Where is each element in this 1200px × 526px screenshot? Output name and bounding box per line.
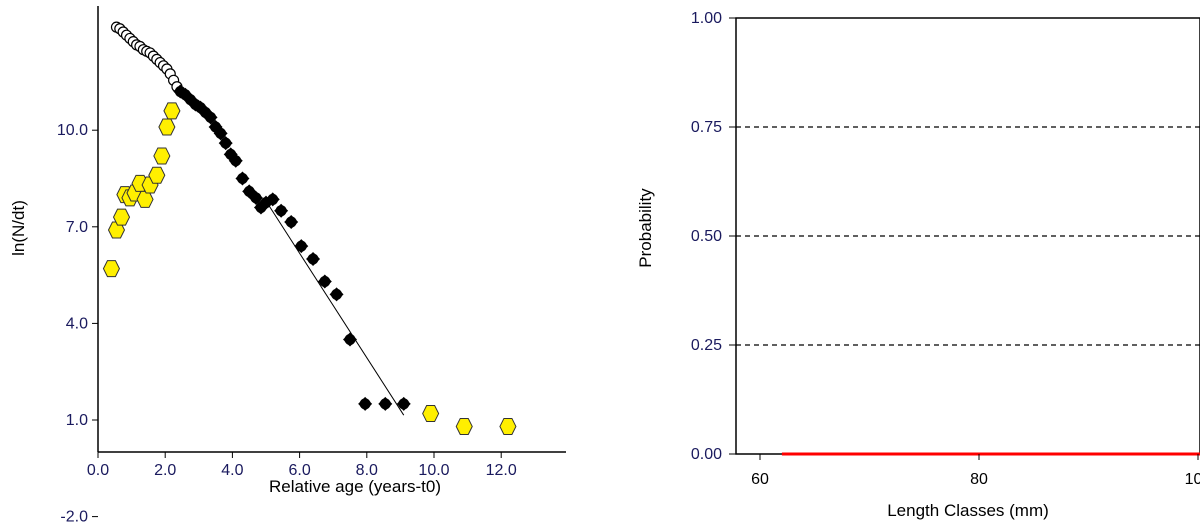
filled-point-core [230, 155, 242, 167]
left-y-axis-title: ln(N/dt) [9, 200, 28, 256]
catch-curve-chart: 0.0 2.0 4.0 6.0 8.0 10.0 12.0 -2.0 1.0 4.0 7.0 10.0… [9, 6, 566, 526]
yellow-diamond-point [136, 190, 154, 208]
filled-point-core [398, 398, 410, 410]
filled-point-core [295, 240, 307, 252]
left-y-tick-label: 7.0 [66, 219, 88, 236]
yellow-diamond-point [102, 260, 120, 278]
right-y-tick-label: 1.00 [691, 10, 722, 27]
left-x-tick-label: 2.0 [154, 462, 176, 479]
yellow-diamond-point [499, 417, 517, 435]
filled-point-core [319, 276, 331, 288]
filled-point-core [236, 173, 248, 184]
filled-point-core [379, 398, 391, 410]
regression-line [265, 200, 405, 416]
left-y-tick-label: 10.0 [57, 122, 88, 139]
filled-point-core [215, 127, 227, 139]
left-x-tick-label: 12.0 [486, 462, 517, 479]
right-y-tick-label: 0.75 [691, 119, 722, 136]
filled-point-core [359, 398, 371, 410]
filled-point-core [331, 288, 343, 300]
filled-point-core [275, 205, 287, 217]
filled-point-core [285, 216, 297, 228]
yellow-diamond-point [158, 118, 176, 136]
yellow-diamond-point [422, 405, 440, 423]
filled-point-core [344, 334, 356, 345]
right-y-axis-title: Probability [636, 188, 655, 268]
left-x-tick-label: 4.0 [221, 462, 243, 479]
left-x-axis-title: Relative age (years-t0) [269, 477, 441, 496]
right-y-tick-label: 0.50 [691, 228, 722, 245]
filled-point-core [220, 137, 232, 149]
filled-point-core [307, 253, 319, 265]
left-y-tick-label: -2.0 [60, 509, 88, 526]
right-y-tick-label: 0.00 [691, 446, 722, 463]
right-x-axis-title: Length Classes (mm) [887, 501, 1049, 520]
right-plot-frame [735, 17, 1200, 455]
yellow-diamond-point [163, 102, 181, 120]
filled-point-core [205, 111, 217, 123]
yellow-diamond-point [112, 208, 131, 226]
left-x-tick-label: 10.0 [418, 462, 449, 479]
right-x-tick-label: 80 [970, 471, 988, 488]
right-x-tick-label: 60 [751, 471, 769, 488]
yellow-diamond-point [148, 166, 166, 184]
filled-point-core [250, 192, 262, 204]
selection-ogive-chart: 60801001201401601802002200.000.250.500.7… [636, 10, 1200, 520]
right-y-tick-label: 0.25 [691, 337, 722, 354]
left-x-tick-label: 6.0 [288, 462, 310, 479]
left-y-tick-label: 1.0 [66, 412, 88, 429]
left-y-tick-label: 4.0 [66, 315, 88, 332]
filled-point-core [267, 193, 279, 205]
yellow-diamond-point [153, 147, 171, 165]
yellow-diamond-point [455, 417, 473, 435]
left-x-tick-label: 8.0 [356, 462, 378, 479]
right-x-tick-label: 100 [1185, 471, 1200, 488]
left-x-tick-label: 0.0 [87, 462, 109, 479]
yellow-diamond-point [107, 221, 126, 239]
